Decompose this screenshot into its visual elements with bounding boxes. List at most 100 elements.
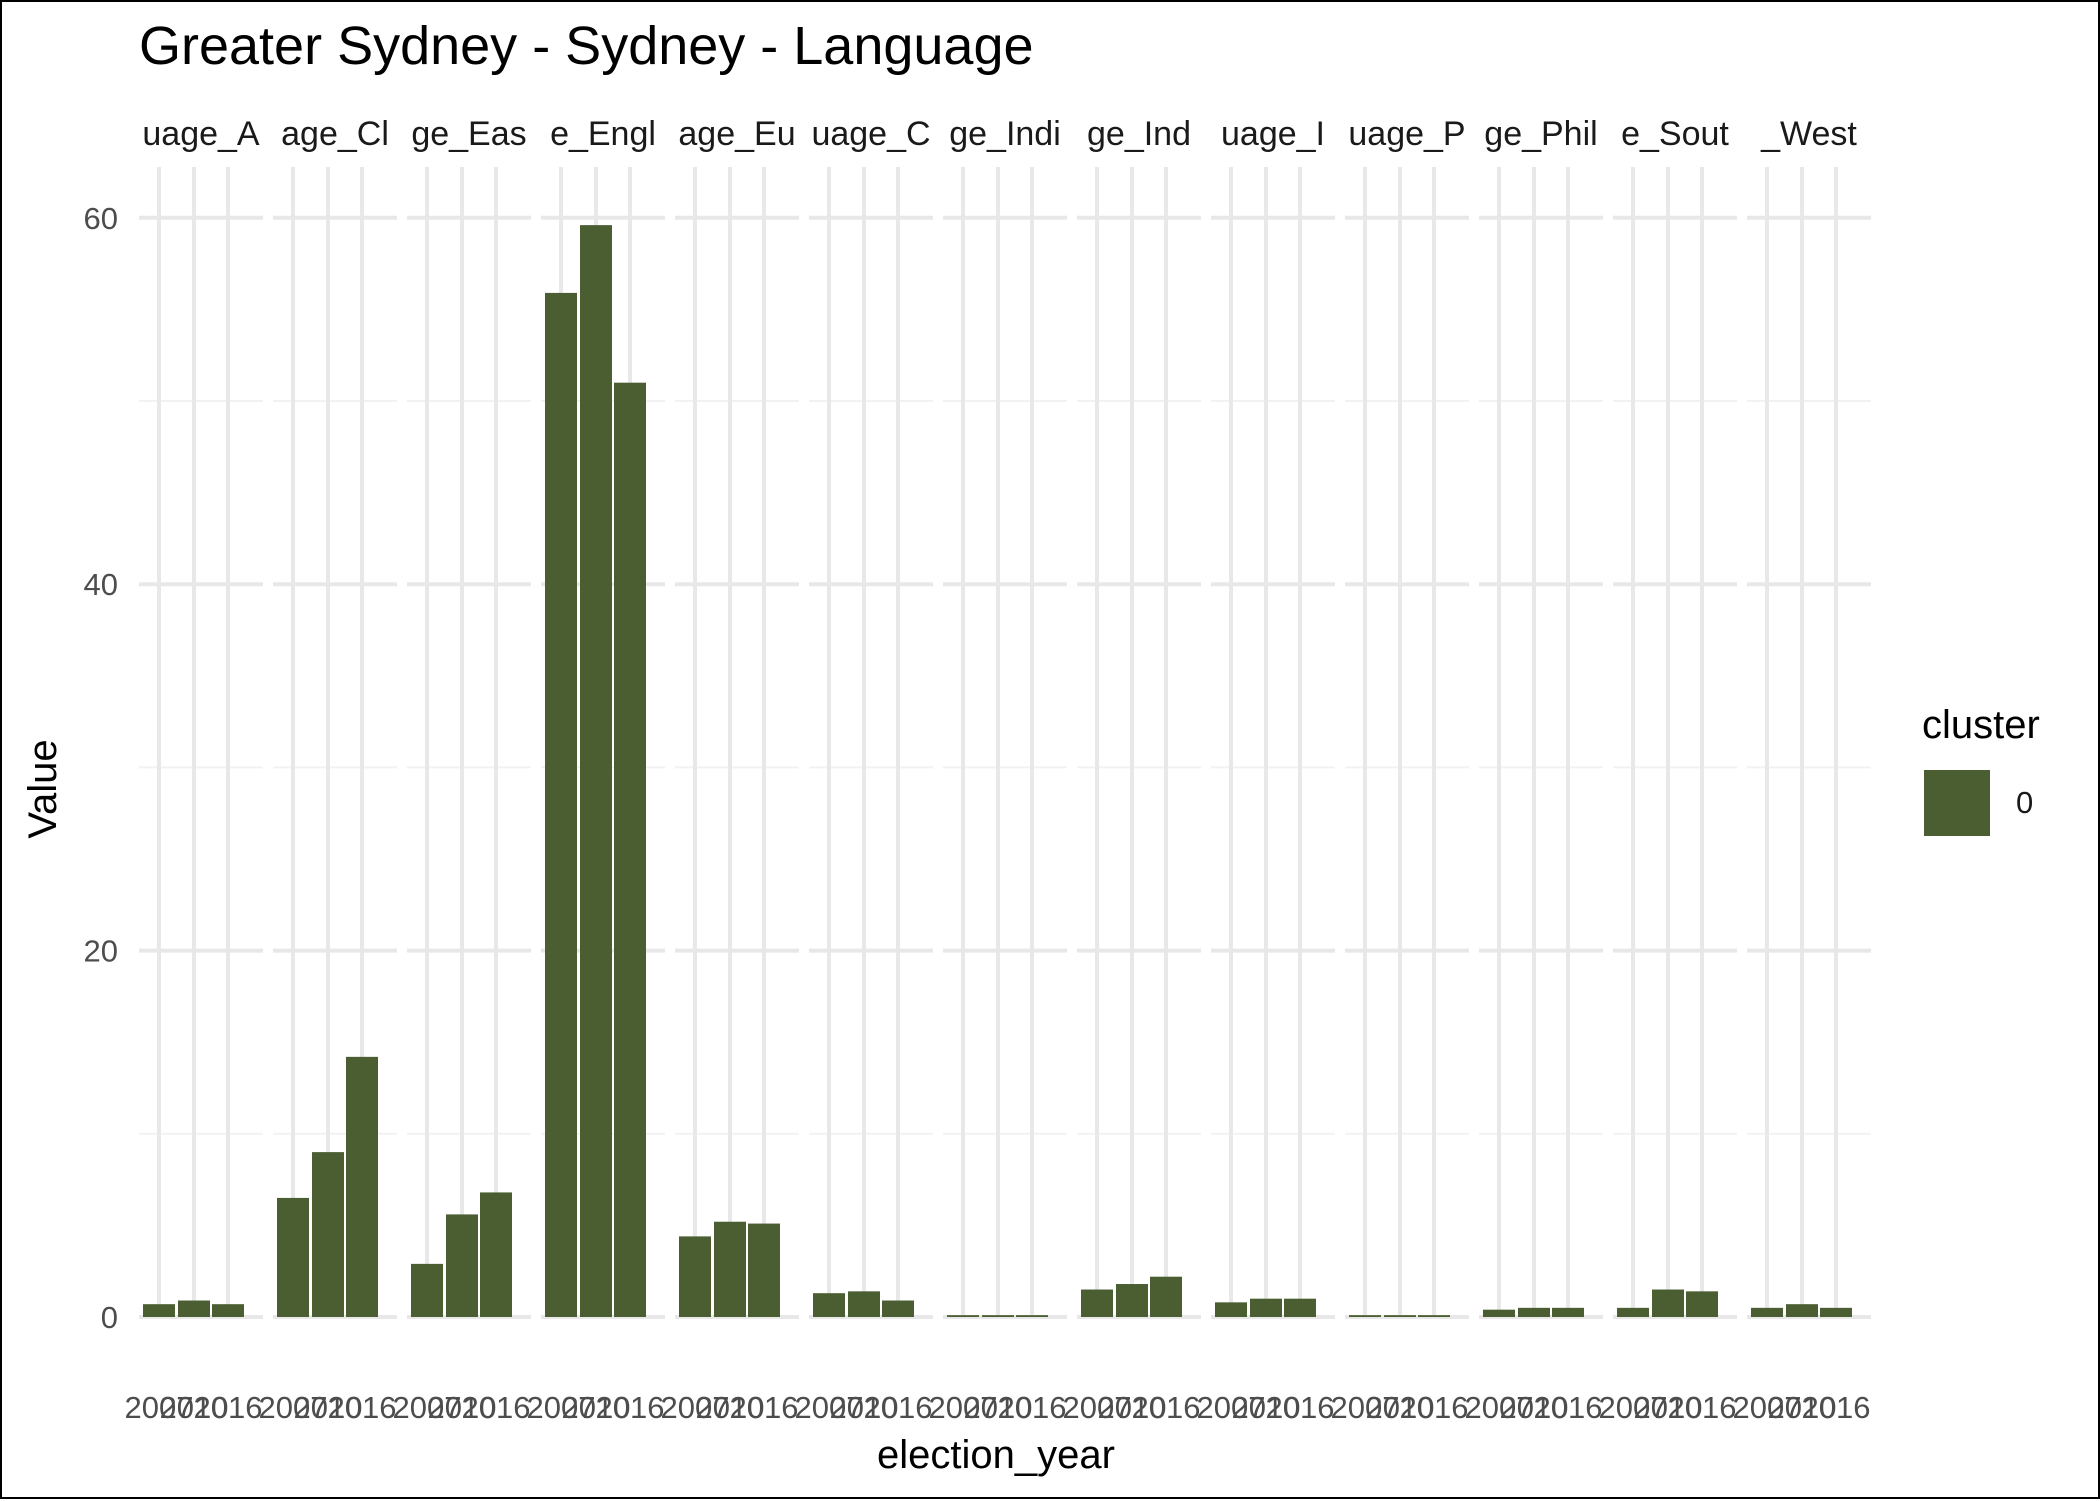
facet-strip-label: e_Engl bbox=[550, 115, 656, 153]
facet-strip-label: uage_A bbox=[142, 115, 260, 153]
x-tick-label: 2010 bbox=[294, 1390, 363, 1425]
bar-2007 bbox=[947, 1315, 979, 1317]
bar-2010 bbox=[848, 1291, 880, 1317]
x-tick-label: 2007 bbox=[1197, 1390, 1266, 1425]
facet-strip-label: uage_I bbox=[1221, 115, 1325, 153]
facet-strip-label: age_Cl bbox=[281, 115, 389, 153]
bar-2016 bbox=[212, 1304, 244, 1317]
x-tick-label: 2016 bbox=[998, 1390, 1067, 1425]
x-tick-label: 2007 bbox=[661, 1390, 730, 1425]
bar-2016 bbox=[1820, 1307, 1852, 1317]
bar-2007 bbox=[545, 292, 577, 1317]
facet-strip-label: uage_P bbox=[1348, 115, 1465, 153]
bar-2007 bbox=[1215, 1302, 1247, 1317]
legend-label-0: 0 bbox=[2016, 785, 2033, 820]
bar-2016 bbox=[480, 1192, 512, 1317]
x-tick-label: 2007 bbox=[1331, 1390, 1400, 1425]
y-tick-label: 60 bbox=[84, 201, 118, 236]
bar-2007 bbox=[1483, 1309, 1515, 1317]
x-tick-label: 2016 bbox=[596, 1390, 665, 1425]
facet-strip-label: ge_Eas bbox=[411, 115, 526, 153]
bar-2007 bbox=[679, 1236, 711, 1317]
bar-2016 bbox=[748, 1223, 780, 1317]
bar-2010 bbox=[714, 1221, 746, 1317]
x-tick-label: 2007 bbox=[929, 1390, 998, 1425]
bar-2016 bbox=[614, 382, 646, 1317]
x-tick-label: 2007 bbox=[1465, 1390, 1534, 1425]
facet-panels: uage_A200720102016age_Cl200720102016ge_E… bbox=[125, 115, 1871, 1425]
bar-2010 bbox=[1652, 1289, 1684, 1317]
x-tick-label: 2010 bbox=[428, 1390, 497, 1425]
facet-strip-label: ge_Indi bbox=[949, 115, 1061, 153]
x-tick-label: 2010 bbox=[1500, 1390, 1569, 1425]
bar-2010 bbox=[312, 1152, 344, 1317]
y-tick-label: 40 bbox=[84, 567, 118, 602]
bar-2016 bbox=[1284, 1298, 1316, 1317]
facet-strip-label: e_Sout bbox=[1621, 115, 1729, 153]
bar-2010 bbox=[1250, 1298, 1282, 1317]
bar-2016 bbox=[346, 1056, 378, 1317]
bar-2016 bbox=[1418, 1315, 1450, 1317]
bar-2016 bbox=[1016, 1315, 1048, 1317]
bar-2010 bbox=[1116, 1284, 1148, 1317]
bar-2016 bbox=[1686, 1291, 1718, 1317]
facet-strip-label: _West bbox=[1760, 115, 1857, 153]
x-tick-label: 2007 bbox=[259, 1390, 328, 1425]
bar-2010 bbox=[580, 225, 612, 1317]
x-tick-label: 2010 bbox=[1768, 1390, 1837, 1425]
x-tick-label: 2010 bbox=[696, 1390, 765, 1425]
legend-title: cluster bbox=[1922, 703, 2040, 747]
bar-2010 bbox=[1786, 1304, 1818, 1317]
x-tick-label: 2016 bbox=[194, 1390, 263, 1425]
bar-2007 bbox=[1081, 1289, 1113, 1317]
x-tick-label: 2016 bbox=[1668, 1390, 1737, 1425]
bar-2010 bbox=[1518, 1307, 1550, 1317]
bar-2010 bbox=[446, 1214, 478, 1317]
x-tick-label: 2007 bbox=[1063, 1390, 1132, 1425]
facet-strip-label: ge_Ind bbox=[1087, 115, 1191, 153]
x-tick-label: 2016 bbox=[1802, 1390, 1871, 1425]
x-tick-label: 2016 bbox=[730, 1390, 799, 1425]
x-tick-label: 2016 bbox=[462, 1390, 531, 1425]
x-tick-label: 2016 bbox=[1400, 1390, 1469, 1425]
bar-2007 bbox=[1349, 1315, 1381, 1317]
chart-title: Greater Sydney - Sydney - Language bbox=[139, 16, 1034, 76]
x-tick-label: 2010 bbox=[1232, 1390, 1301, 1425]
x-tick-label: 2016 bbox=[864, 1390, 933, 1425]
x-tick-label: 2007 bbox=[1733, 1390, 1802, 1425]
bar-2016 bbox=[882, 1300, 914, 1317]
x-tick-label: 2010 bbox=[1366, 1390, 1435, 1425]
x-tick-label: 2010 bbox=[964, 1390, 1033, 1425]
facet-strip-label: age_Eu bbox=[678, 115, 795, 153]
x-tick-label: 2007 bbox=[1599, 1390, 1668, 1425]
bar-2007 bbox=[277, 1197, 309, 1317]
x-tick-label: 2016 bbox=[1534, 1390, 1603, 1425]
bar-2010 bbox=[982, 1315, 1014, 1317]
x-tick-label: 2007 bbox=[527, 1390, 596, 1425]
y-tick-label: 20 bbox=[84, 934, 118, 969]
bar-2007 bbox=[813, 1293, 845, 1317]
x-tick-label: 2007 bbox=[795, 1390, 864, 1425]
x-tick-label: 2007 bbox=[393, 1390, 462, 1425]
x-tick-label: 2010 bbox=[160, 1390, 229, 1425]
x-axis-title: election_year bbox=[877, 1433, 1115, 1477]
bar-2010 bbox=[1384, 1315, 1416, 1317]
x-tick-label: 2010 bbox=[562, 1390, 631, 1425]
legend-swatch-0 bbox=[1924, 770, 1990, 836]
x-tick-label: 2016 bbox=[1266, 1390, 1335, 1425]
y-tick-label: 0 bbox=[101, 1300, 118, 1335]
